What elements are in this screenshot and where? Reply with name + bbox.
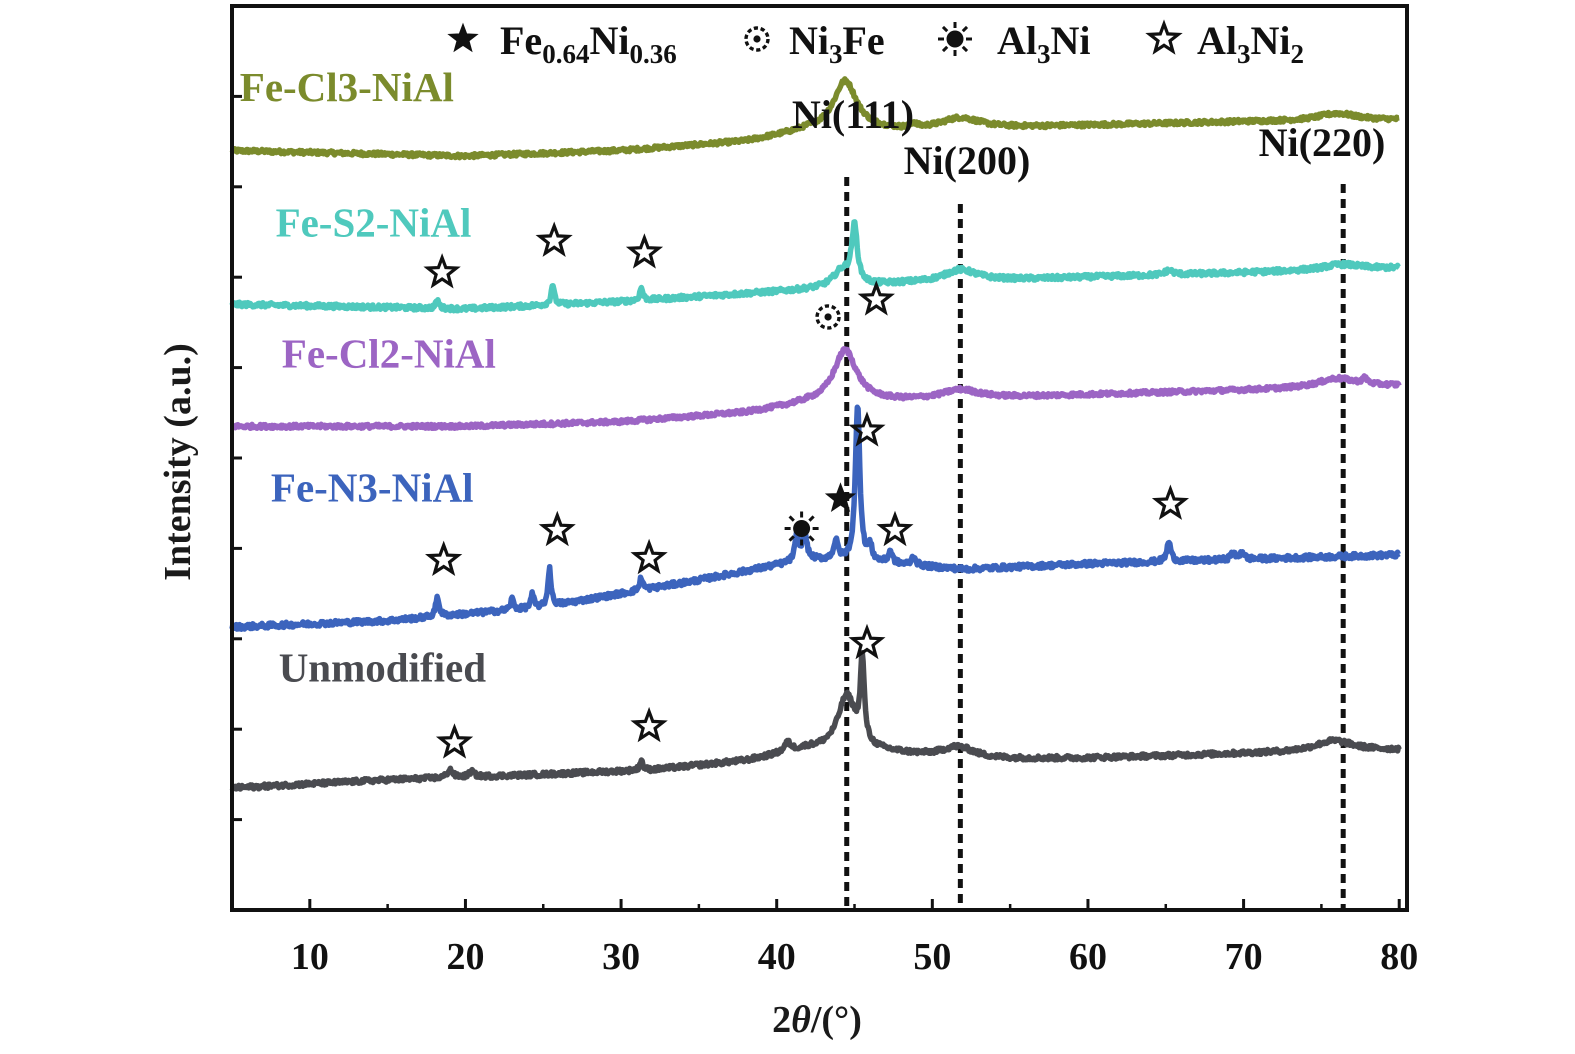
marker-group: [423, 221, 1190, 759]
series-label-fe-cl2-nial: Fe-Cl2-NiAl: [282, 331, 496, 377]
legend-label: Al3Ni: [997, 18, 1091, 69]
series-label-fe-n3-nial: Fe-N3-NiAl: [271, 464, 474, 510]
legend-label: Fe0.64Ni0.36: [500, 18, 677, 69]
open-star-marker: [630, 706, 668, 743]
legend: Fe0.64Ni0.36 Ni3Fe Al3Ni Al3Ni2: [447, 18, 1304, 69]
x-tick-label: 50: [913, 936, 951, 978]
filled-star-legend-icon: [447, 22, 479, 53]
open-star-marker: [630, 538, 668, 575]
sun-marker: [784, 511, 819, 546]
open-star-marker: [435, 723, 474, 759]
series-label-group: Fe-Cl3-NiAl Fe-S2-NiAl Fe-Cl2-NiAl Fe-N3-Ni…: [240, 64, 496, 690]
x-tick-label: 20: [446, 936, 484, 978]
open-star-marker: [538, 510, 576, 547]
ref-label-ni200: Ni(200): [904, 138, 1031, 183]
gear-circle-marker: [815, 304, 841, 330]
legend-label: Ni3Fe: [789, 18, 885, 69]
open-star-marker: [848, 411, 886, 447]
series-group: [229, 76, 1402, 792]
x-tick-label: 10: [291, 936, 329, 978]
ref-label-ni111: Ni(111): [792, 92, 914, 137]
x-tick-label: 40: [758, 936, 796, 978]
ref-label-ni220: Ni(220): [1259, 120, 1386, 165]
x-tick-label: 60: [1069, 936, 1107, 978]
open-star-marker: [848, 623, 886, 660]
open-star-marker: [857, 280, 895, 316]
reference-lines: [844, 177, 1346, 910]
x-tick-label: 30: [602, 936, 640, 978]
y-axis-label: Intensity (a.u.): [157, 343, 199, 581]
ref-label-group: Ni(111)Ni(200) Ni(220): [792, 92, 1385, 183]
open-star-marker: [425, 540, 463, 577]
series-line-fe-n3-nial: [229, 404, 1402, 632]
sun-legend-icon: [938, 22, 972, 56]
x-axis-label: 2θ/(°): [772, 999, 862, 1041]
gear-circle-legend-icon: [744, 26, 770, 52]
series-line-fe-cl2-nial: [230, 345, 1402, 432]
open-star-marker: [1151, 484, 1190, 520]
filled-star-marker: [824, 482, 857, 512]
legend-label: Al3Ni2: [1197, 18, 1304, 69]
x-tick-label: 80: [1380, 936, 1418, 978]
open-star-marker: [535, 221, 573, 257]
series-line-fe-cl3-nial: [229, 76, 1402, 161]
series-label-unmodified: Unmodified: [279, 644, 487, 690]
series-line-fe-s2-nial: [229, 219, 1402, 314]
series-label-fe-s2-nial: Fe-S2-NiAl: [276, 200, 472, 246]
open-star-marker: [876, 510, 914, 547]
open-star-marker: [625, 233, 664, 269]
plot-frame: [230, 4, 1409, 912]
series-label-fe-cl3-nial: Fe-Cl3-NiAl: [240, 64, 454, 110]
open-star-marker: [423, 253, 461, 289]
open-star-legend-icon: [1145, 19, 1183, 55]
axes: 10 20 30 40 50 60 70 80: [230, 4, 1418, 978]
x-tick-label: 70: [1225, 936, 1263, 978]
series-line-unmodified: [229, 649, 1402, 792]
